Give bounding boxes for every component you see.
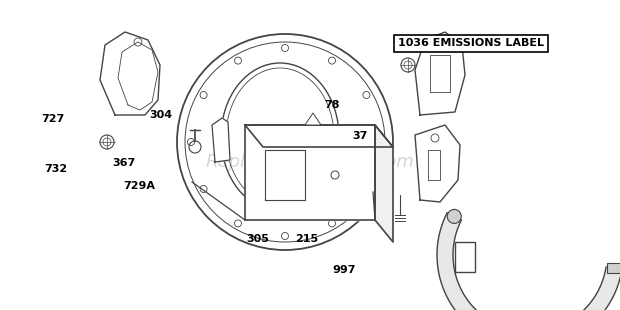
Text: 37: 37 bbox=[352, 131, 367, 141]
Polygon shape bbox=[455, 242, 475, 272]
Text: 727: 727 bbox=[41, 114, 64, 124]
Polygon shape bbox=[415, 125, 460, 202]
Text: 367: 367 bbox=[112, 158, 136, 168]
Polygon shape bbox=[437, 213, 620, 310]
Text: 215: 215 bbox=[295, 234, 319, 244]
Text: 732: 732 bbox=[44, 164, 68, 174]
Polygon shape bbox=[245, 125, 393, 147]
Text: 78: 78 bbox=[324, 100, 340, 110]
Polygon shape bbox=[245, 125, 375, 220]
Text: 304: 304 bbox=[149, 110, 173, 120]
Text: 997: 997 bbox=[332, 265, 356, 275]
Circle shape bbox=[447, 210, 461, 224]
Polygon shape bbox=[305, 113, 321, 125]
Text: 729A: 729A bbox=[123, 181, 156, 191]
Text: ReplacementParts.com: ReplacementParts.com bbox=[206, 153, 414, 171]
Polygon shape bbox=[375, 125, 393, 242]
Polygon shape bbox=[212, 118, 230, 162]
Polygon shape bbox=[415, 32, 465, 115]
Text: 305: 305 bbox=[246, 234, 268, 244]
Text: 1036 EMISSIONS LABEL: 1036 EMISSIONS LABEL bbox=[398, 38, 544, 48]
Polygon shape bbox=[100, 32, 160, 115]
FancyBboxPatch shape bbox=[607, 263, 620, 273]
